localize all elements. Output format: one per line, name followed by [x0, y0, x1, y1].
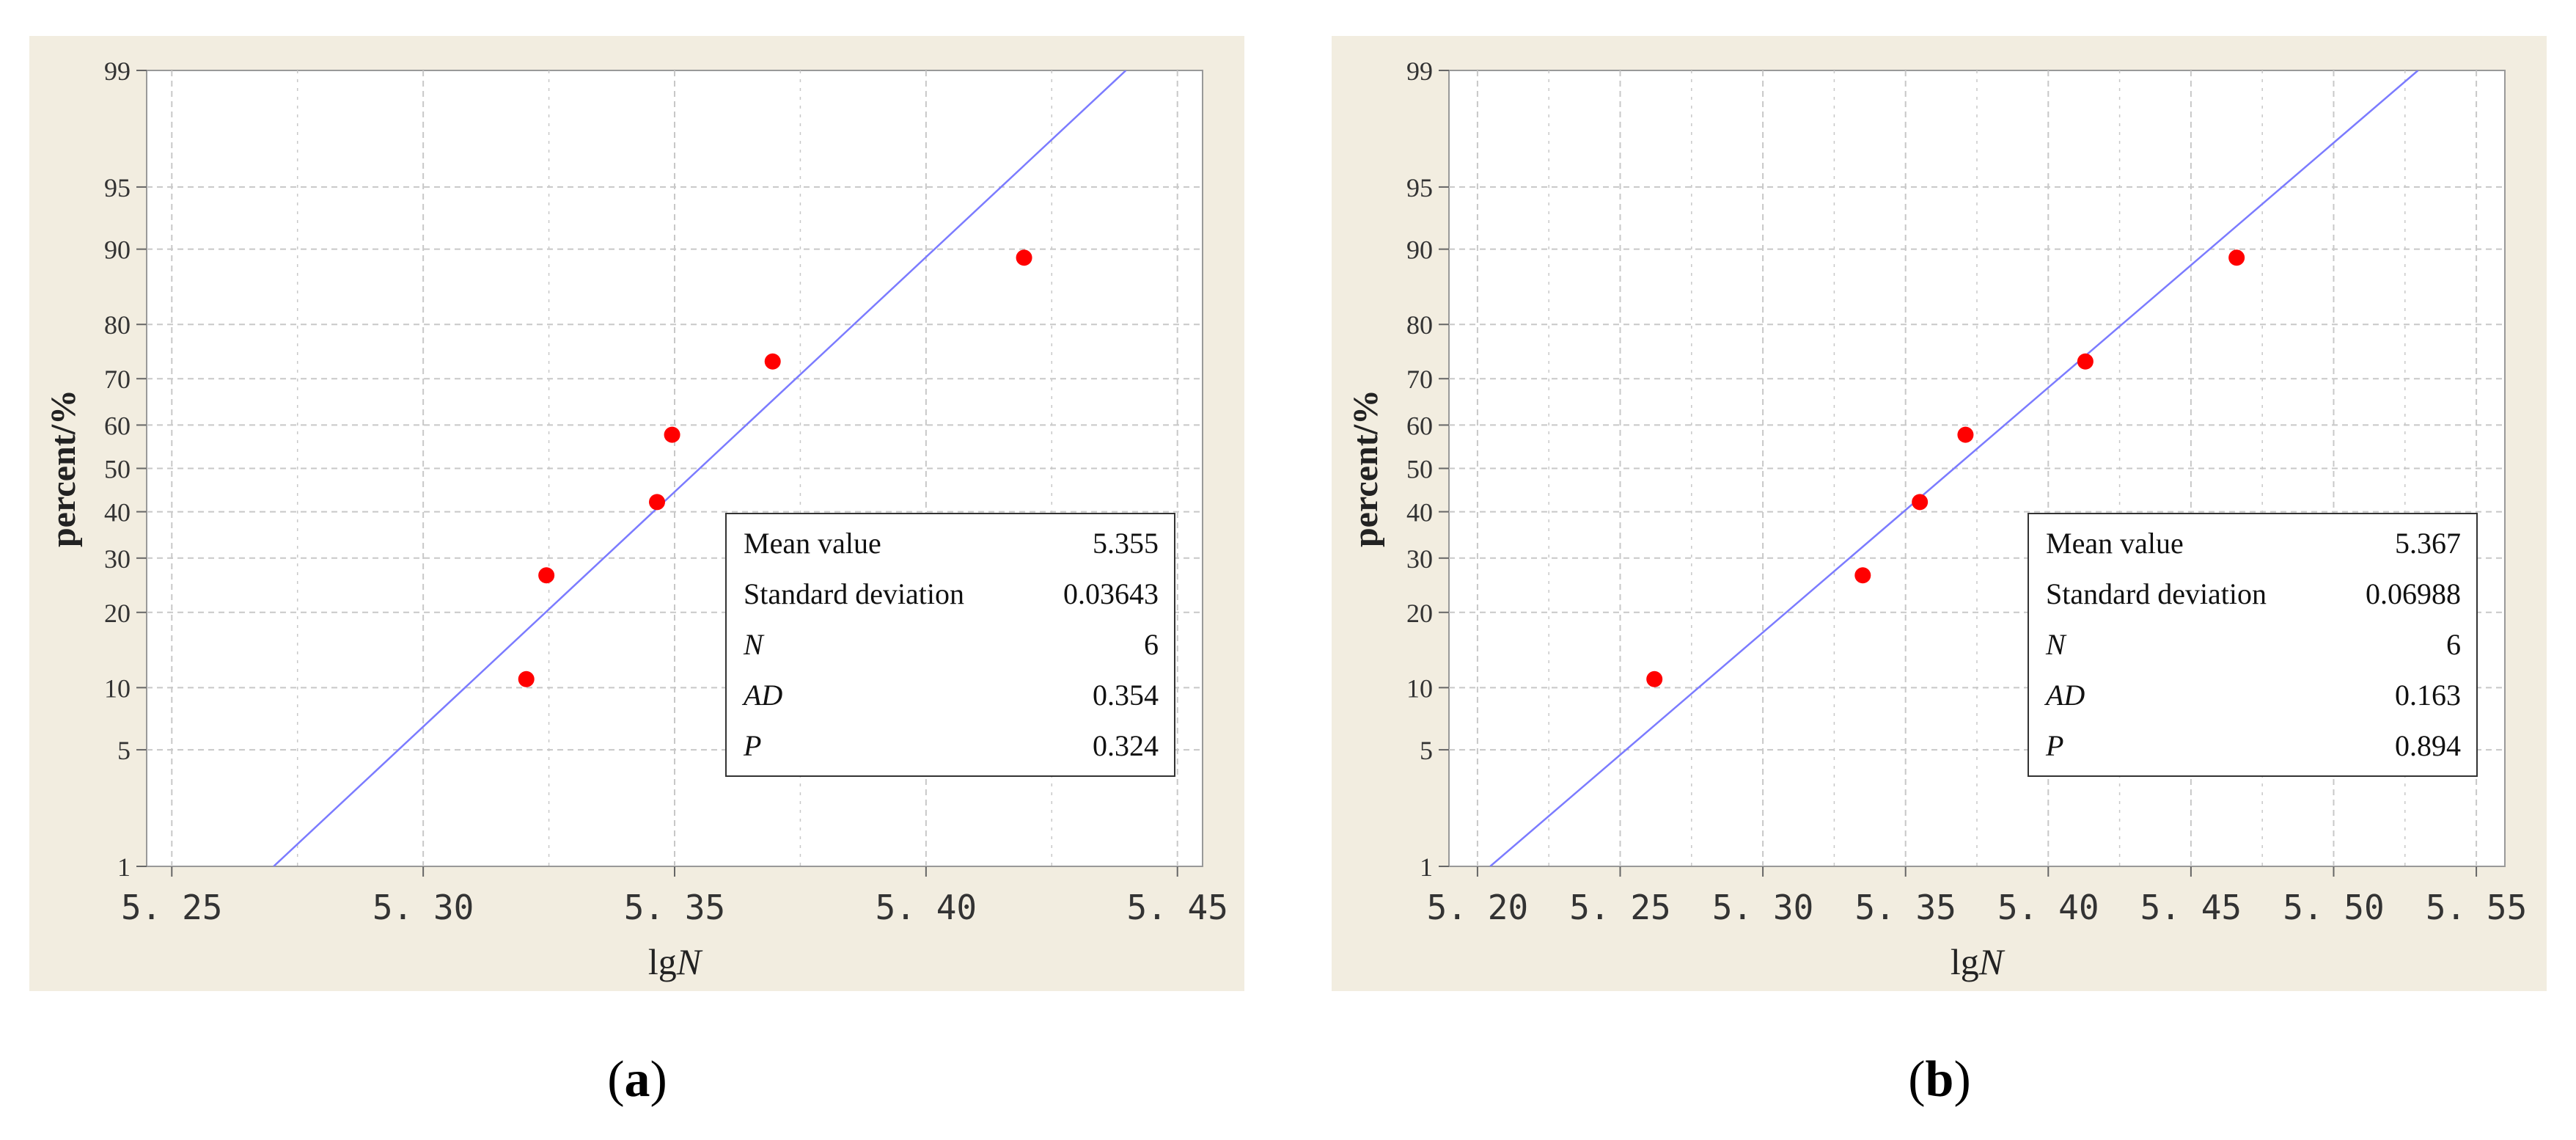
stats-label: Mean value — [2046, 527, 2184, 560]
y-tick-label: 1 — [117, 852, 131, 882]
stats-box — [2028, 513, 2478, 777]
data-point — [2077, 353, 2094, 370]
y-tick-label: 50 — [1406, 455, 1433, 484]
y-tick-label: 5 — [1420, 736, 1433, 765]
y-tick-label: 95 — [1406, 173, 1433, 202]
y-tick-label: 90 — [104, 235, 131, 265]
stats-value: 0.324 — [1093, 729, 1159, 762]
stats-label: AD — [741, 679, 782, 712]
x-axis-label: lgN — [648, 941, 703, 982]
data-point — [2228, 249, 2245, 266]
x-tick-label: 5. 30 — [1712, 888, 1813, 927]
stats-value: 0.06988 — [2366, 577, 2461, 610]
stats-label: Standard deviation — [744, 577, 964, 610]
y-tick-label: 1 — [1420, 852, 1433, 882]
stats-label: AD — [2044, 679, 2085, 712]
y-tick-label: 80 — [104, 310, 131, 340]
y-tick-label: 30 — [104, 544, 131, 574]
x-tick-label: 5. 45 — [2140, 888, 2242, 927]
stats-label: Standard deviation — [2046, 577, 2267, 610]
data-point — [1854, 567, 1871, 584]
x-tick-label: 5. 50 — [2283, 888, 2384, 927]
fit-line — [273, 70, 1127, 866]
stats-label: P — [2045, 729, 2063, 762]
stats-label: Mean value — [744, 527, 881, 560]
x-tick-label: 5. 55 — [2426, 888, 2527, 927]
y-tick-label: 60 — [1406, 411, 1433, 440]
data-point — [1016, 249, 1032, 266]
y-axis-label: percent/% — [44, 390, 83, 547]
stats-value: 5.355 — [1093, 527, 1159, 560]
y-tick-label: 99 — [104, 56, 131, 86]
x-tick-label: 5. 35 — [1854, 888, 1956, 927]
y-tick-label: 30 — [1406, 544, 1433, 574]
data-point — [538, 567, 555, 584]
data-point — [518, 671, 535, 687]
fit-line-group — [1489, 70, 2419, 866]
stats-value: 0.354 — [1093, 679, 1159, 712]
data-point — [664, 426, 680, 443]
x-tick-label: 5. 20 — [1427, 888, 1528, 927]
data-point — [1646, 671, 1663, 687]
x-tick-label: 5. 25 — [1569, 888, 1670, 927]
probability-plot-a: 5. 25 5. 30 5. 35 5. 40 5. 45 1 5 10 20 30 40 50 60 7… — [29, 36, 1244, 991]
x-tick-label: 5. 35 — [624, 888, 725, 927]
y-tick-label: 40 — [1406, 498, 1433, 527]
stats-label: N — [2045, 628, 2067, 661]
y-tick-label: 10 — [1406, 673, 1433, 703]
stats-value: 0.894 — [2395, 729, 2461, 762]
fit-line-group — [273, 70, 1127, 866]
stats-value: 0.163 — [2395, 679, 2461, 712]
x-tick-label: 5. 25 — [121, 888, 222, 927]
data-point — [1957, 426, 1974, 443]
x-axis-label-var: N — [676, 941, 703, 982]
fit-line — [1489, 70, 2419, 866]
stats-value: 0.03643 — [1063, 577, 1159, 610]
y-tick-label: 5 — [117, 736, 131, 765]
stats-box — [725, 513, 1175, 777]
x-tick-label: 5. 40 — [1997, 888, 2099, 927]
probability-plot-b: 5. 20 5. 25 5. 30 5. 35 5. 40 5. 45 5. 50 5. 55… — [1332, 36, 2547, 991]
caption-b-label: b — [1925, 1051, 1954, 1108]
y-axis-label: percent/% — [1346, 390, 1385, 547]
y-tick-label: 80 — [1406, 310, 1433, 340]
data-point — [1912, 494, 1929, 511]
stats-label: P — [743, 729, 761, 762]
stats-value: 5.367 — [2395, 527, 2461, 560]
y-tick-label: 20 — [104, 599, 131, 628]
data-point — [649, 494, 665, 511]
chart-panel-b: 5. 20 5. 25 5. 30 5. 35 5. 40 5. 45 5. 50 5. 55… — [1332, 36, 2547, 991]
y-tick-label: 20 — [1406, 599, 1433, 628]
x-axis-label: lgN — [1951, 941, 2006, 982]
y-tick-label: 99 — [1406, 56, 1433, 86]
caption-a: (a) — [607, 1051, 667, 1108]
y-tick-label: 60 — [104, 411, 131, 440]
stats-value: 6 — [1144, 628, 1159, 661]
x-axis-label-var: N — [1978, 941, 2006, 982]
x-axis-label-main: lg — [648, 941, 677, 982]
y-tick-label: 50 — [104, 455, 131, 484]
y-tick-label: 90 — [1406, 235, 1433, 265]
chart-panel-a: 5. 25 5. 30 5. 35 5. 40 5. 45 1 5 10 20 30 40 50 60 7… — [29, 36, 1244, 991]
y-tick-label: 95 — [104, 173, 131, 202]
y-tick-label: 70 — [1406, 365, 1433, 394]
caption-b: (b) — [1908, 1051, 1971, 1108]
x-tick-label: 5. 40 — [876, 888, 977, 927]
y-tick-label: 70 — [104, 365, 131, 394]
stats-label: N — [743, 628, 765, 661]
x-tick-label: 5. 45 — [1126, 888, 1228, 927]
caption-a-label: a — [624, 1051, 650, 1108]
x-tick-label: 5. 30 — [373, 888, 474, 927]
stats-value: 6 — [2446, 628, 2461, 661]
data-point — [764, 353, 781, 370]
x-axis-label-main: lg — [1951, 941, 1979, 982]
y-tick-label: 40 — [104, 498, 131, 527]
y-tick-label: 10 — [104, 673, 131, 703]
